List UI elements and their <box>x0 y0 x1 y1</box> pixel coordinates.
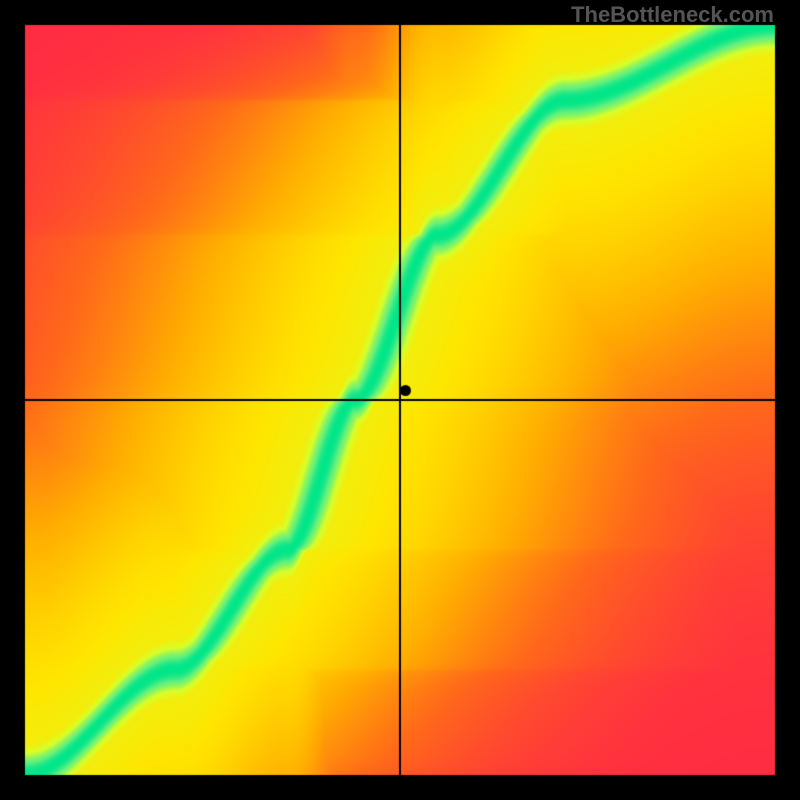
heatmap-canvas <box>0 0 800 800</box>
chart-container: TheBottleneck.com <box>0 0 800 800</box>
watermark-label: TheBottleneck.com <box>571 2 774 28</box>
